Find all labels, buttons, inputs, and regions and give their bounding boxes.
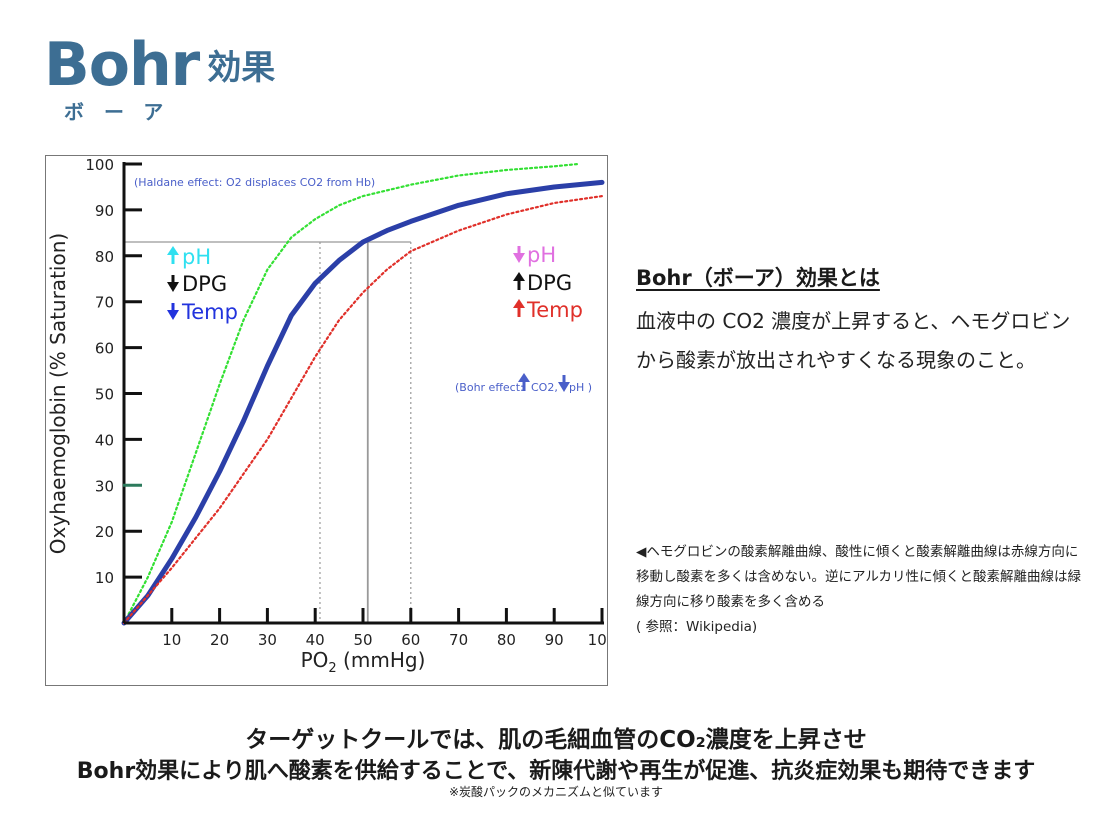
y-tick-label: 40 xyxy=(95,431,114,449)
haldane-annotation: (Haldane effect: O2 displaces CO2 from H… xyxy=(134,176,375,189)
y-axis-label: Oxyhaemoglobin (% Saturation) xyxy=(46,233,70,554)
bohr-co2-label: CO2, xyxy=(531,381,558,394)
bohr-annotation: (Bohr effect: xyxy=(455,381,524,394)
x-tick-label: 70 xyxy=(449,631,468,649)
chart-canvas: 10 20 30 40 50 60 70 80 90 100 10 20 30 40 50 60 70 80 90 1… xyxy=(46,156,607,676)
bottom-line-1: ターゲットクールでは、肌の毛細血管のCO₂濃度を上昇させ xyxy=(245,727,867,753)
left-dpg-arrow-icon xyxy=(167,275,179,292)
right-label-dpg: DPG xyxy=(527,271,572,295)
x-tick-label: 80 xyxy=(497,631,516,649)
title-main: Bohr xyxy=(44,30,200,100)
title-suffix: 効果 xyxy=(207,48,276,88)
series-line-1 xyxy=(121,179,605,626)
bohr-co2-arrow-icon xyxy=(518,373,530,391)
page-title: Bohr 効果 ボーア xyxy=(44,30,276,124)
left-label-dpg: DPG xyxy=(182,272,227,296)
left-temp-arrow-icon xyxy=(167,303,179,320)
left-label-temp: Temp xyxy=(181,300,238,324)
y-tick-label: 30 xyxy=(95,477,114,495)
x-tick-label: 60 xyxy=(401,631,420,649)
y-tick-label: 90 xyxy=(95,202,114,220)
left-label-ph: pH xyxy=(182,245,211,269)
y-tick-label: 100 xyxy=(85,156,114,174)
y-tick-label: 70 xyxy=(95,294,114,312)
bohr-ph-arrow-icon xyxy=(558,375,570,392)
bohr-ph-label: pH ) xyxy=(569,381,592,394)
series-line-2 xyxy=(122,194,604,625)
x-tick-label: 30 xyxy=(258,631,277,649)
x-tick-label: 20 xyxy=(210,631,229,649)
y-tick-label: 10 xyxy=(95,569,114,587)
bottom-line-2: Bohr効果により肌へ酸素を供給することで、新陳代謝や再生が促進、抗炎症効果も期… xyxy=(76,759,1036,784)
right-dpg-arrow-icon xyxy=(513,272,525,290)
x-tick-label: 50 xyxy=(353,631,372,649)
right-ph-arrow-icon xyxy=(513,246,525,263)
y-tick-label: 60 xyxy=(95,340,114,358)
chart-caption: ◀ヘモグロビンの酸素解離曲線、酸性に傾くと酸素解離曲線は赤線方向に移動し酸素を多… xyxy=(636,544,1081,635)
x-tick-label: 90 xyxy=(545,631,564,649)
series-line-0 xyxy=(122,162,580,625)
side-heading: Bohr（ボーア）効果とは xyxy=(636,266,880,290)
y-tick-label: 80 xyxy=(95,248,114,266)
x-axis-label: PO2 (mmHg) xyxy=(301,648,426,676)
y-tick-label: 50 xyxy=(95,386,114,404)
x-tick-label: 100 xyxy=(588,631,607,649)
title-ruby: ボーア xyxy=(64,100,184,124)
right-label-temp: Temp xyxy=(526,298,583,322)
y-tick-label: 20 xyxy=(95,523,114,541)
left-ph-arrow-icon xyxy=(167,246,179,264)
x-tick-label: 40 xyxy=(306,631,325,649)
side-body: 血液中の CO2 濃度が上昇すると、ヘモグロビンから酸素が放出されやすくなる現象… xyxy=(636,309,1071,372)
right-label-ph: pH xyxy=(527,243,556,267)
right-temp-arrow-icon xyxy=(513,299,525,317)
footnote: ※炭酸パックのメカニズムと似ています xyxy=(448,785,664,799)
x-tick-label: 10 xyxy=(162,631,181,649)
oxygen-dissociation-chart: 10 20 30 40 50 60 70 80 90 100 10 20 30 40 50 60 70 80 90 1… xyxy=(45,155,608,686)
